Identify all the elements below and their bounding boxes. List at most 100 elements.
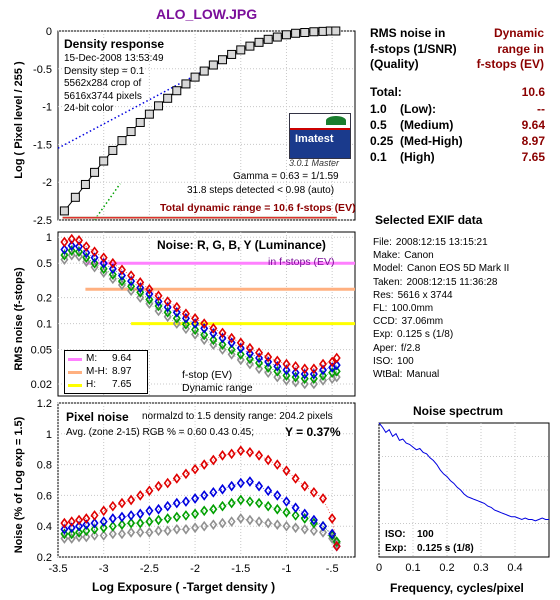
noise-b-point xyxy=(309,368,318,380)
density-step-marker xyxy=(331,26,341,36)
noise-r-point xyxy=(108,257,117,269)
noise-r-point xyxy=(75,235,84,246)
exif-key: ISO: xyxy=(373,355,394,367)
pixel-noise-r-point xyxy=(145,485,154,497)
noise-y-point xyxy=(332,371,341,383)
exif-value: 2008:12:15 13:15:21 xyxy=(395,237,488,248)
density-step-marker xyxy=(163,93,173,103)
pixel-noise-b-point xyxy=(60,523,69,535)
pixel-noise-g-point xyxy=(291,510,300,521)
dr-table-row: 0.1 (High) 7.65 xyxy=(370,150,545,166)
density-step-marker xyxy=(309,27,319,37)
density-step-marker xyxy=(108,145,118,155)
density-step-marker xyxy=(236,45,246,55)
pixel-noise-b-point xyxy=(145,505,154,517)
noise-b-point xyxy=(90,252,99,264)
dr-row-label: 0.1 (High) xyxy=(370,150,435,164)
noise-r-point xyxy=(209,323,218,334)
density-box-title: Density response xyxy=(64,37,165,51)
noise-g-point xyxy=(291,371,300,383)
noise-g-point xyxy=(209,334,218,346)
report-title: ALO_LOW.JPG xyxy=(156,6,258,22)
noise-b-point xyxy=(172,306,181,318)
dr-legend-swatch xyxy=(68,384,82,387)
pixel-noise-avg: Avg. (zone 2-15) RGB % = 0.60 0.43 0.45; xyxy=(66,427,254,438)
noise-y-point xyxy=(218,344,227,355)
exif-row: Exp: 0.125 s (1/8) xyxy=(373,328,509,341)
pixel-noise-y-point xyxy=(181,523,190,535)
noise-r-point xyxy=(99,252,108,264)
pixel-noise-b-point xyxy=(236,477,245,489)
density-step-marker xyxy=(126,127,136,137)
noise-r-point xyxy=(67,233,76,245)
imatest-logo: Imatest xyxy=(289,113,351,159)
noise-g-point xyxy=(282,370,291,381)
pixel-noise-r-point xyxy=(218,450,227,461)
noise-y-point xyxy=(309,378,318,390)
noise-r-point xyxy=(200,318,209,329)
pixel-noise-b-point xyxy=(264,485,273,497)
pixel-noise-xtick-label: -3 xyxy=(99,563,109,575)
noise-y-point xyxy=(227,349,236,360)
noise-b-point xyxy=(291,367,300,379)
noise-r-point xyxy=(145,283,154,295)
dr-row-value: 7.65 xyxy=(521,150,545,164)
noise-y-point xyxy=(108,273,117,285)
exif-key: CCD: xyxy=(373,316,398,328)
pixel-noise-y-value: Y = 0.37% xyxy=(285,425,341,439)
noise-rgb-title: Noise: R, G, B, Y (Luminance) xyxy=(157,238,326,252)
pixel-noise-b-point xyxy=(117,511,126,523)
exif-row: Make: Canon xyxy=(373,249,509,262)
pixel-noise-r-point xyxy=(332,540,341,552)
noise-r-point xyxy=(264,351,273,363)
pixel-noise-y-point xyxy=(82,531,91,543)
pixel-noise-xtick-label: -.5 xyxy=(326,563,339,575)
density-step-marker xyxy=(181,79,191,89)
density-info-line: 5562x284 crop of xyxy=(64,78,142,89)
pixel-noise-r-point xyxy=(136,490,145,501)
noise-r-point xyxy=(236,337,245,349)
noise-y-point xyxy=(236,354,245,366)
density-ytick-label: -1.5 xyxy=(33,139,52,151)
noise-rgb-ytick-label: 0.02 xyxy=(31,379,52,391)
density-step-marker xyxy=(172,86,182,96)
pixel-noise-g-point xyxy=(172,511,181,523)
pixel-noise-g-point xyxy=(264,500,273,512)
density-ytick-label: -1 xyxy=(42,102,52,114)
dr-legend-value: 9.64 xyxy=(112,353,132,364)
noise-rgb-ytick-label: 0.05 xyxy=(31,345,52,357)
dr-legend-swatch xyxy=(68,358,82,361)
density-ylabel: Log ( Pixel level / 255 ) xyxy=(13,61,25,179)
exif-key: Taken: xyxy=(373,276,403,288)
density-info-line: Density step = 0.1 xyxy=(64,65,145,77)
spectrum-xtick-label: 0.3 xyxy=(473,562,488,574)
steps-text: 31.8 steps detected < 0.98 (auto) xyxy=(187,185,335,196)
noise-b-point xyxy=(332,359,341,371)
pixel-noise-g-point xyxy=(67,528,76,540)
density-step-marker xyxy=(281,30,291,40)
dr-head-right-line: f-stops (EV) xyxy=(476,57,544,71)
pixel-noise-r-point xyxy=(200,459,209,470)
noise-r-point xyxy=(60,236,69,248)
pixel-noise-b-point xyxy=(108,513,117,524)
noise-rgb-ytick-label: 1 xyxy=(46,232,52,244)
noise-b-point xyxy=(127,275,136,287)
pixel-noise-ytick-label: 1.2 xyxy=(37,398,52,410)
pixel-noise-y-point xyxy=(191,522,200,534)
exif-value: 37.06mm xyxy=(401,316,444,328)
density-step-marker xyxy=(227,49,237,59)
exif-key: Res: xyxy=(373,289,394,301)
density-ytick-label: 0 xyxy=(46,26,52,38)
pixel-noise-b-point xyxy=(227,480,236,492)
noise-y-point xyxy=(200,334,209,346)
noise-b-point xyxy=(282,364,291,376)
noise-r-point xyxy=(319,358,328,370)
noise-r-point xyxy=(172,301,181,313)
noise-r-point xyxy=(136,277,145,288)
pixel-noise-xtick-label: -1 xyxy=(282,563,292,575)
pixel-noise-r-point xyxy=(300,480,309,492)
noise-b-point xyxy=(145,288,154,300)
noise-r-point xyxy=(90,246,99,258)
pixel-noise-g-point xyxy=(255,497,264,509)
pixel-noise-r-point xyxy=(181,468,190,480)
